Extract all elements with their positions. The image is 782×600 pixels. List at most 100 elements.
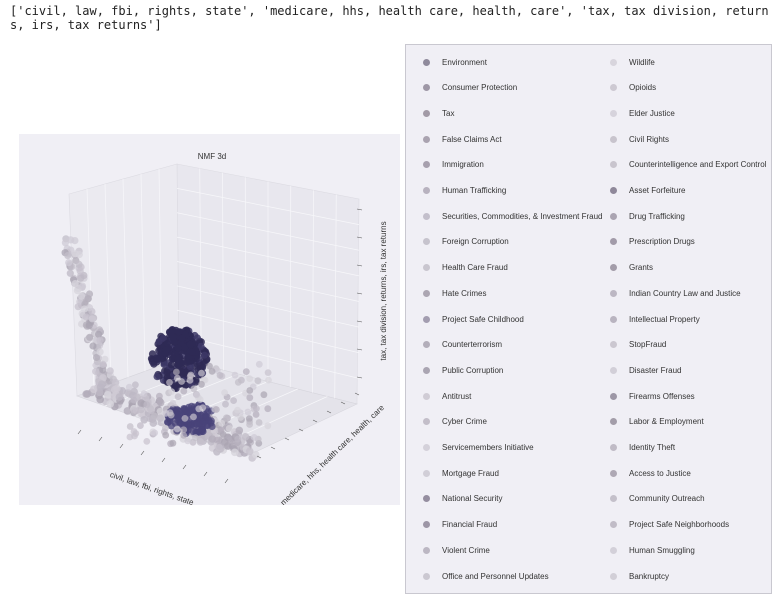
data-point xyxy=(143,401,151,408)
legend-item: Servicemembers Initiative xyxy=(423,440,534,456)
data-point xyxy=(126,423,134,430)
legend-label: Servicemembers Initiative xyxy=(442,443,534,452)
legend-marker xyxy=(423,135,430,143)
legend-marker xyxy=(423,444,430,451)
legend-marker xyxy=(423,109,430,117)
data-point xyxy=(181,415,189,422)
legend-marker xyxy=(423,341,430,349)
data-point xyxy=(71,250,79,258)
data-point xyxy=(193,391,201,399)
legend-label: Access to Justice xyxy=(629,468,691,478)
data-point xyxy=(71,280,79,288)
legend-marker xyxy=(610,109,617,117)
grid-line xyxy=(176,261,360,302)
data-point xyxy=(241,433,250,441)
legend-marker xyxy=(423,161,430,169)
legend-item: Securities, Commodities, & Investment Fr… xyxy=(423,208,603,224)
data-point xyxy=(111,385,119,394)
data-point xyxy=(187,371,195,379)
data-point xyxy=(174,344,182,352)
legend-label: Office and Personnel Updates xyxy=(442,571,549,581)
data-point xyxy=(264,405,272,413)
data-point xyxy=(174,356,182,364)
x-tick xyxy=(140,450,145,456)
legend-item: Elder Justice xyxy=(610,105,675,121)
legend-item: Antitrust xyxy=(423,388,471,404)
data-point xyxy=(184,437,192,445)
data-point xyxy=(67,236,75,244)
legend-item: Hate Crimes xyxy=(423,285,486,301)
x-tick xyxy=(224,478,229,484)
legend-item: National Security xyxy=(423,491,502,507)
z-tick xyxy=(356,236,363,239)
z-tick xyxy=(356,292,363,295)
data-point xyxy=(111,378,120,387)
legend-marker xyxy=(423,264,430,272)
data-point xyxy=(115,393,124,401)
data-point xyxy=(255,419,263,426)
data-point xyxy=(183,358,191,366)
legend-label: Hate Crimes xyxy=(442,288,487,298)
legend-label: Identity Theft xyxy=(629,443,676,452)
legend-item: Labor & Employment xyxy=(610,414,704,430)
legend-label: Health Care Fraud xyxy=(442,263,508,273)
data-point xyxy=(198,380,205,388)
legend-marker xyxy=(423,418,430,426)
legend-marker xyxy=(423,84,430,92)
data-point xyxy=(178,334,186,342)
legend-marker xyxy=(610,212,617,220)
data-point xyxy=(167,361,175,369)
data-point xyxy=(252,411,260,418)
data-point xyxy=(164,418,172,427)
legend-label: Labor & Employment xyxy=(629,417,704,427)
data-point xyxy=(96,395,104,404)
legend-item: Prescription Drugs xyxy=(610,234,695,250)
data-point xyxy=(75,260,83,268)
data-point xyxy=(234,435,242,443)
data-point xyxy=(156,414,165,422)
legend-marker xyxy=(610,418,617,426)
legend-label: Civil Rights xyxy=(629,134,670,144)
data-point xyxy=(82,313,90,321)
nmf-3d-plot: NMF 3d civil, law, fbi, rights, state me… xyxy=(19,134,400,505)
legend-marker xyxy=(423,187,430,194)
data-point xyxy=(74,303,82,311)
z-tick xyxy=(356,264,363,267)
x-tick xyxy=(119,443,124,449)
data-point xyxy=(88,315,96,323)
legend-item: Tax xyxy=(423,105,454,121)
legend-label: Indian Country Law and Justice xyxy=(629,288,741,298)
data-point xyxy=(125,383,133,391)
legend-item: Project Safe Neighborhoods xyxy=(610,517,729,533)
legend-label: Human Smuggling xyxy=(629,545,695,555)
data-point xyxy=(106,400,114,408)
data-point xyxy=(92,367,100,375)
legend-label: Wildlife xyxy=(629,57,655,67)
data-point xyxy=(106,367,114,375)
data-point xyxy=(169,399,177,407)
data-point xyxy=(246,387,254,394)
legend-marker xyxy=(610,392,617,400)
grid-line xyxy=(176,309,360,354)
legend-item: Indian Country Law and Justice xyxy=(610,285,741,301)
data-point xyxy=(92,353,101,362)
legend-item: Mortgage Fraud xyxy=(423,465,499,481)
data-point xyxy=(265,376,272,384)
data-point xyxy=(167,411,175,419)
legend-item: Environment xyxy=(423,54,487,70)
data-point xyxy=(78,292,86,300)
data-point xyxy=(222,400,229,408)
legend-marker xyxy=(423,366,430,374)
data-point xyxy=(246,394,254,402)
data-point xyxy=(181,405,189,413)
legend-item: Drug Trafficking xyxy=(610,208,685,224)
data-point xyxy=(61,239,69,247)
data-point xyxy=(168,388,176,395)
data-point xyxy=(192,434,199,442)
legend-marker xyxy=(423,495,430,503)
data-point xyxy=(65,259,73,267)
legend-item: Project Safe Childhood xyxy=(423,311,524,327)
data-point xyxy=(176,418,184,426)
legend-item: Health Care Fraud xyxy=(423,260,508,276)
legend-item: Firearms Offenses xyxy=(610,388,695,404)
